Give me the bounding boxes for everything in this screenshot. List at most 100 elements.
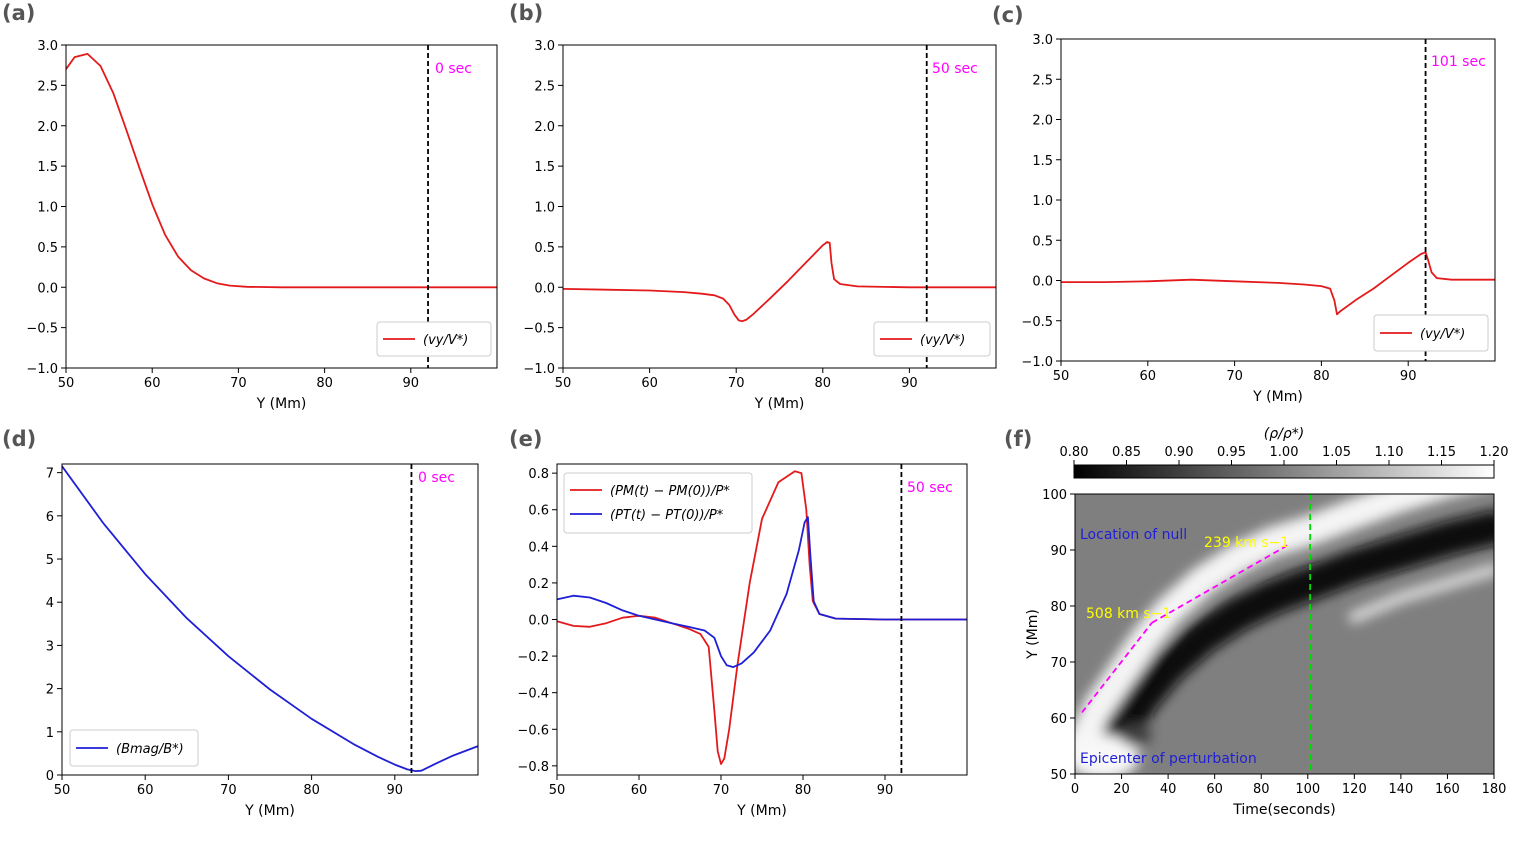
plot-frame [562,44,997,369]
plot-frame [65,44,498,369]
panel-label: (a) [2,1,35,25]
y-tick-label: 1.5 [37,160,58,175]
y-tick-label: 4 [46,596,54,611]
time-annotation: 0 sec [418,470,455,486]
x-axis-label: Y (Mm) [736,803,787,819]
series-line [562,241,996,323]
y-tick-label: 1.0 [1032,194,1053,209]
x-tick-label: 60 [641,376,658,391]
x-tick-label: 90 [387,783,404,798]
bright-front-band [1075,494,1465,761]
y-tick-label: −1.0 [523,362,555,377]
colorbar-tick-label: 0.95 [1217,445,1246,460]
y-tick-label: 90 [1050,544,1067,559]
x-tick-label: 90 [1400,369,1417,384]
y-tick-label: 0 [46,769,54,784]
y-tick-label: 0.4 [528,540,549,555]
time-annotation: 101 sec [1431,54,1486,70]
y-tick-label: −1.0 [26,362,58,377]
series-line [556,470,967,765]
y-tick-label: 1.5 [1032,154,1053,169]
time-annotation: 50 sec [932,61,978,77]
panel-c: 50 60 70 80 90 −1.0 −0.5 0.0 0.5 1.0 1.5 2.0 2.5 3.0 Y… [992,3,1496,405]
colorbar-tick-label: 1.15 [1427,445,1456,460]
series-line [61,465,479,772]
x-tick-label: 80 [1253,782,1270,797]
legend: (PM(t) − PM(0))/P* (PT(t) − PT(0))/P* [563,472,753,534]
y-tick-label: −0.6 [517,723,549,738]
y-tick-label: 0.0 [37,281,58,296]
x-tick-label: 90 [901,376,918,391]
secondary-bright-streak [1348,563,1494,624]
legend-box [1373,314,1489,352]
legend-label: (vy/V*) [1420,327,1465,342]
colorbar-tick-label: 0.90 [1165,445,1194,460]
y-tick-label: −1.0 [1021,355,1053,370]
y-tick-label: 6 [46,510,54,525]
y-tick-label: 1.5 [534,160,555,175]
y-tick-label: 0.5 [1032,234,1053,249]
density-heatmap [1075,494,1494,774]
series-line [1061,251,1495,316]
x-tick-label: 0 [1071,782,1079,797]
series-line [65,53,497,289]
x-tick-label: 60 [144,376,161,391]
plot-frame [1074,493,1495,775]
x-tick-label: 70 [220,783,237,798]
x-axis-label: Y (Mm) [1252,389,1303,405]
legend-box [376,321,492,357]
y-tick-label: 2.5 [534,79,555,94]
legend: (vy/V*) [376,321,492,357]
colorbar-label: (ρ/ρ*) [1264,426,1304,442]
y-tick-label: −0.5 [26,322,58,337]
y-tick-label: 70 [1050,656,1067,671]
panel-d: 50 60 70 80 90 0 1 2 3 4 5 6 7 Y (Mm) (d) 0 sec (Bmag/B*… [2,427,479,819]
legend-box [873,321,991,357]
legend: (vy/V*) [873,321,991,357]
y-tick-label: 2.0 [37,120,58,135]
colorbar-tick-label: 1.10 [1375,445,1404,460]
y-tick-label: 2.5 [1032,73,1053,88]
x-tick-label: 80 [1313,369,1330,384]
legend-label: (vy/V*) [920,333,965,348]
x-tick-label: 50 [549,783,566,798]
panel-label: (b) [509,1,543,25]
speed-fit-line [1081,622,1153,713]
x-tick-label: 80 [815,376,832,391]
colorbar: 0.80 0.85 0.90 0.95 1.00 1.05 1.10 1.15 1.20 (ρ/ρ… [1060,426,1508,479]
panel-label: (d) [2,427,36,451]
y-tick-label: 0.0 [1032,275,1053,290]
speed-fit-line [1151,543,1290,624]
y-tick-label: 2 [46,683,54,698]
colorbar-tick-label: 0.80 [1060,445,1089,460]
y-tick-label: 3.0 [37,39,58,54]
y-tick-label: 80 [1050,600,1067,615]
x-tick-label: 70 [1226,369,1243,384]
x-axis-label: Y (Mm) [256,396,307,412]
panel-label: (e) [509,427,542,451]
y-tick-label: 3.0 [1032,33,1053,48]
x-tick-label: 120 [1342,782,1367,797]
legend-box [563,472,753,534]
y-tick-label: 0.8 [528,467,549,482]
x-tick-label: 70 [713,783,730,798]
dark-rarefaction-band [1104,510,1494,747]
y-axis-label: Y (Mm) [1025,609,1041,660]
x-tick-label: 80 [303,783,320,798]
legend: (vy/V*) [1373,314,1489,352]
y-tick-label: 5 [46,553,54,568]
y-tick-label: −0.8 [517,760,549,775]
x-tick-label: 60 [1206,782,1223,797]
colorbar-tick-label: 1.05 [1322,445,1351,460]
y-tick-label: 60 [1050,712,1067,727]
legend-label: (PT(t) − PT(0))/P* [610,508,724,523]
speed-label: 508 km s−1 [1086,606,1171,622]
y-tick-label: 0.5 [37,241,58,256]
x-tick-label: 80 [795,783,812,798]
x-axis-label: Y (Mm) [754,396,805,412]
y-tick-label: 3.0 [534,39,555,54]
panel-e: 50 60 70 80 90 −0.8 −0.6 −0.4 −0.2 0.0 0.2 0.4 0.6 0.… [509,427,968,819]
speed-label: 239 km s−1 [1204,535,1289,551]
time-annotation: 0 sec [435,61,472,77]
